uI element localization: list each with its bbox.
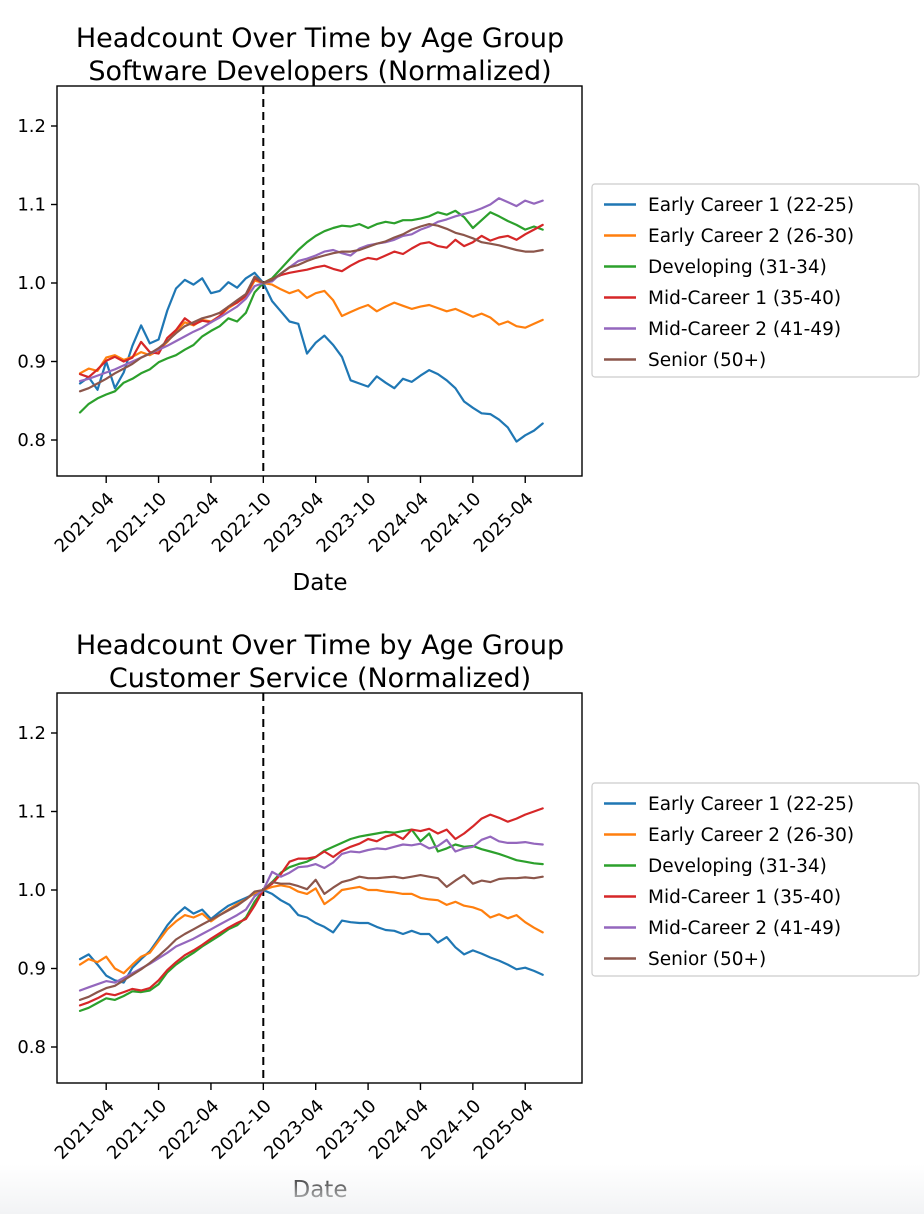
- legend-label: Early Career 1 (22-25): [648, 794, 854, 815]
- series-line-mid-career-1-35-40: [78, 807, 544, 1007]
- legend-box: [591, 183, 920, 378]
- chart-subtitle: Customer Service (Normalized): [109, 663, 531, 694]
- series-line-early-career-1-22-25: [78, 888, 544, 984]
- legend-label: Mid-Career 2 (41-49): [648, 918, 841, 939]
- series-line-senior-50: [78, 223, 544, 393]
- plot-border: [56, 85, 583, 477]
- legend-box: [591, 782, 920, 977]
- series-line-developing-31-34: [78, 209, 544, 414]
- chart-title: Headcount Over Time by Age Group: [76, 630, 564, 661]
- series-line-developing-31-34: [78, 828, 544, 1012]
- series-line-mid-career-2-41-49: [78, 835, 544, 992]
- chart-software-developers: Headcount Over Time by Age Group Software…: [17, 23, 920, 596]
- legend-label: Mid-Career 2 (41-49): [648, 319, 841, 340]
- y-tick-label: 1.1: [17, 195, 46, 216]
- chart-customer-service: Headcount Over Time by Age Group Customer…: [0, 607, 924, 1214]
- y-tick-label: 1.2: [17, 116, 46, 137]
- software-developers-plot-svg: Headcount Over Time by Age GroupSoftware…: [17, 23, 920, 596]
- y-tick-label: 1.0: [17, 880, 46, 901]
- legend-label: Early Career 2 (26-30): [648, 226, 854, 247]
- chart-title: Headcount Over Time by Age Group: [76, 23, 564, 54]
- legend-label: Senior (50+): [648, 949, 766, 970]
- y-tick-label: 0.8: [17, 1037, 46, 1058]
- customer-service-plot-svg: Headcount Over Time by Age GroupCustomer…: [17, 630, 920, 1203]
- y-tick-label: 0.8: [17, 430, 46, 451]
- legend-label: Mid-Career 1 (35-40): [648, 288, 841, 309]
- series-line-early-career-2-26-30: [78, 279, 544, 375]
- series-line-mid-career-1-35-40: [78, 223, 544, 379]
- y-tick-label: 0.9: [17, 959, 46, 980]
- series-line-early-career-2-26-30: [78, 884, 544, 975]
- chart-subtitle: Software Developers (Normalized): [88, 56, 551, 87]
- y-tick-label: 1.1: [17, 802, 46, 823]
- y-tick-label: 0.9: [17, 352, 46, 373]
- legend-label: Mid-Career 1 (35-40): [648, 887, 841, 908]
- page-bottom-fade: [0, 1164, 924, 1214]
- legend-label: Developing (31-34): [648, 257, 827, 278]
- legend-label: Early Career 1 (22-25): [648, 195, 854, 216]
- legend-label: Early Career 2 (26-30): [648, 825, 854, 846]
- x-axis-label: Date: [293, 570, 348, 596]
- series-line-early-career-1-22-25: [78, 271, 544, 443]
- series-line-senior-50: [78, 874, 544, 1001]
- y-tick-label: 1.2: [17, 723, 46, 744]
- legend-label: Developing (31-34): [648, 856, 827, 877]
- legend-label: Senior (50+): [648, 350, 766, 371]
- plot-border: [56, 692, 583, 1084]
- y-tick-label: 1.0: [17, 273, 46, 294]
